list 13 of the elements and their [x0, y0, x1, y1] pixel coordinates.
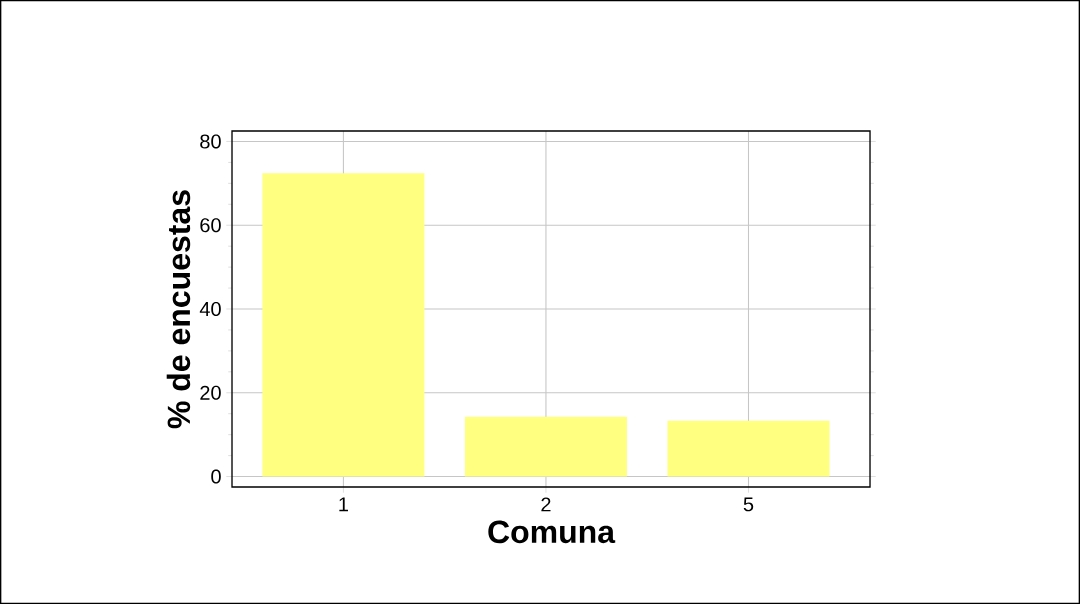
y-tick-label: 20: [200, 385, 221, 400]
x-tick-label: 2: [541, 497, 551, 512]
x-tick-label: 5: [743, 497, 754, 512]
bar: [464, 416, 627, 477]
y-tick-label: 0: [211, 469, 221, 484]
y-tick-label: 60: [200, 218, 221, 233]
x-tick-label: 1: [339, 497, 348, 512]
y-axis-title: % de encuestas: [166, 190, 191, 429]
bar: [667, 420, 830, 477]
y-tick-label: 80: [200, 134, 221, 149]
bar: [262, 173, 425, 477]
y-tick-label: 40: [199, 301, 221, 317]
x-axis-title: Comuna: [488, 520, 616, 544]
